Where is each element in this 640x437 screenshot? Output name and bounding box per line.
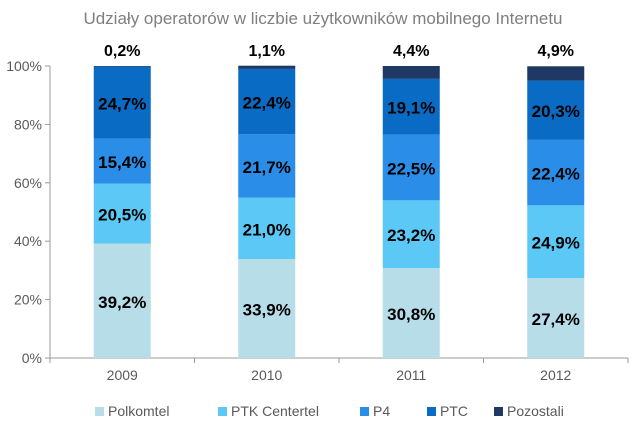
- bar-segment: [527, 205, 585, 278]
- bar-segment: [382, 66, 440, 79]
- bar-segment: [93, 66, 151, 67]
- x-tick-label: 2009: [107, 367, 138, 383]
- legend-label: PTC: [440, 403, 468, 419]
- bar-segment: [382, 78, 440, 135]
- bars: [93, 65, 585, 358]
- y-tick-label: 80%: [14, 116, 42, 132]
- y-tick-label: 100%: [6, 58, 42, 74]
- chart-title: Udziały operatorów w liczbie użytkownikó…: [83, 9, 562, 28]
- legend-label: P4: [373, 403, 390, 419]
- y-tick-label: 20%: [14, 292, 42, 308]
- data-labels: 39,2% 20,5% 15,4% 24,7% 0,2% 33,9% 21,0% 21,7% 2…: [98, 43, 580, 329]
- bar-segment: [93, 66, 151, 139]
- data-label: 22,5%: [387, 159, 435, 178]
- bar-segment: [93, 243, 151, 358]
- legend: Polkomtel PTK Centertel P4 PTC Pozostali: [95, 403, 564, 419]
- y-tick-label: 40%: [14, 233, 42, 249]
- data-label: 27,4%: [532, 310, 580, 329]
- x-tick-label: 2011: [396, 367, 426, 383]
- data-label: 24,9%: [532, 234, 580, 253]
- bar-segment: [238, 65, 296, 69]
- bar-segment: [527, 66, 585, 81]
- data-label: 39,2%: [98, 293, 146, 312]
- bar-segment: [93, 183, 151, 244]
- bar-segment: [382, 200, 440, 269]
- x-tick-label: 2010: [251, 367, 282, 383]
- legend-swatch: [218, 407, 227, 416]
- axes: 0% 20% 40% 60% 80% 100% 2009 2010 2011 2012: [6, 58, 629, 383]
- legend-swatch: [494, 407, 503, 416]
- data-label: 0,2%: [104, 43, 140, 60]
- bar-segment: [527, 139, 585, 206]
- bar-segment: [238, 197, 296, 260]
- data-label: 20,3%: [532, 102, 580, 121]
- data-label: 4,9%: [538, 43, 574, 60]
- data-label: 15,4%: [98, 153, 146, 172]
- x-tick-label: 2012: [540, 367, 571, 383]
- legend-label: PTK Centertel: [231, 403, 319, 419]
- data-label: 33,9%: [243, 301, 291, 320]
- data-label: 22,4%: [243, 94, 291, 113]
- bar-segment: [527, 80, 585, 140]
- data-label: 22,4%: [532, 165, 580, 184]
- bar-segment: [93, 138, 151, 184]
- bar-segment: [382, 268, 440, 358]
- data-label: 21,7%: [243, 158, 291, 177]
- y-tick-label: 60%: [14, 175, 42, 191]
- bar-segment: [238, 68, 296, 135]
- data-label: 23,2%: [387, 226, 435, 245]
- legend-label: Polkomtel: [108, 403, 169, 419]
- legend-swatch: [360, 407, 369, 416]
- y-tick-label: 0%: [22, 350, 42, 366]
- data-label: 21,0%: [243, 220, 291, 239]
- legend-label: Pozostali: [507, 403, 564, 419]
- data-label: 20,5%: [98, 206, 146, 225]
- bar-segment: [527, 277, 585, 358]
- data-label: 30,8%: [387, 305, 435, 324]
- bar-segment: [238, 134, 296, 198]
- legend-swatch: [95, 407, 104, 416]
- data-label: 24,7%: [98, 95, 146, 114]
- data-label: 4,4%: [393, 43, 429, 60]
- data-label: 1,1%: [249, 43, 285, 60]
- data-label: 19,1%: [387, 99, 435, 118]
- bar-segment: [238, 259, 296, 358]
- legend-swatch: [427, 407, 436, 416]
- bar-segment: [382, 134, 440, 201]
